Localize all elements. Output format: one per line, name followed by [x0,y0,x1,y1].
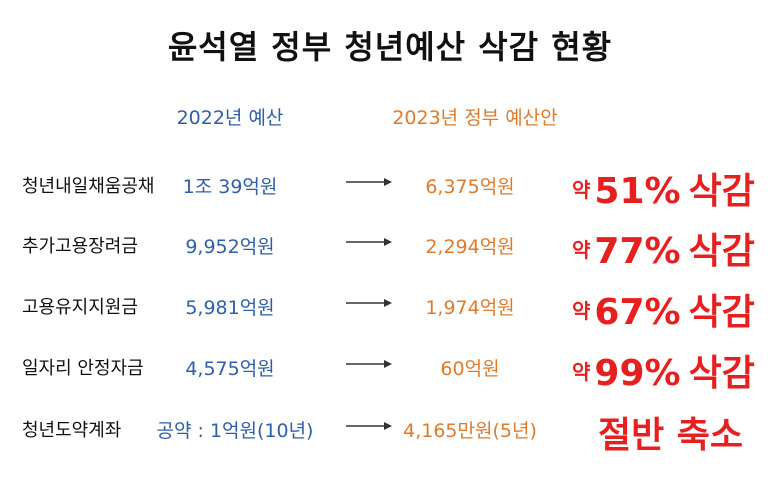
program-label: 일자리 안정자금 [22,358,144,379]
result-text: 삭감 [688,171,755,212]
column-header-2023-budget: 2023년 정부 예산안 [392,107,558,129]
result-text: 삭감 [688,231,755,272]
cut-result: 약 67% 삭감 [572,283,755,335]
page-title: 윤석열 정부 청년예산 삭감 현황 [167,28,613,66]
cut-result: 약 99% 삭감 [572,344,755,396]
budget-2022-value: 4,575억원 [185,358,275,380]
result-percent: 99% [594,353,681,394]
result-percent: 67% [594,292,681,333]
budget-row: 고용유지지원금 5,981억원 1,974억원 약 67% 삭감 [0,283,780,333]
budget-2023-value: 1,974억원 [425,297,515,319]
budget-2022-value: 공약 : 1억원(10년) [156,420,314,442]
budget-row: 일자리 안정자금 4,575억원 60억원 약 99% 삭감 [0,344,780,394]
result-percent: 51% [594,171,681,212]
result-text: 절반 축소 [598,415,744,456]
result-prefix: 약 [572,238,591,262]
result-text: 삭감 [688,292,755,333]
budget-row: 추가고용장려금 9,952억원 2,294억원 약 77% 삭감 [0,222,780,272]
budget-2023-value: 2,294억원 [425,236,515,258]
column-header-2022-budget: 2022년 예산 [176,107,284,129]
result-text: 삭감 [688,353,755,394]
program-label: 청년도약계좌 [22,420,122,441]
budget-2023-value: 4,165만원(5년) [403,420,537,442]
budget-row: 청년내일채움공채 1조 39억원 6,375억원 약 51% 삭감 [0,162,780,212]
cut-result: 약 77% 삭감 [572,222,755,274]
program-label: 추가고용장려금 [22,236,138,257]
budget-2023-value: 60억원 [440,358,500,380]
budget-2022-value: 5,981억원 [185,297,275,319]
result-prefix: 약 [572,360,591,384]
budget-2022-value: 1조 39억원 [182,176,278,198]
cut-result: 절반 축소 [598,406,743,458]
result-percent: 77% [594,231,681,272]
program-label: 고용유지지원금 [22,297,138,318]
program-label: 청년내일채움공채 [22,176,155,197]
cut-result: 약 51% 삭감 [572,162,755,214]
budget-row: 청년도약계좌 공약 : 1억원(10년) 4,165만원(5년) 절반 축소 [0,406,780,456]
budget-2023-value: 6,375억원 [425,176,515,198]
budget-2022-value: 9,952억원 [185,236,275,258]
result-prefix: 약 [572,178,591,202]
result-prefix: 약 [572,299,591,323]
